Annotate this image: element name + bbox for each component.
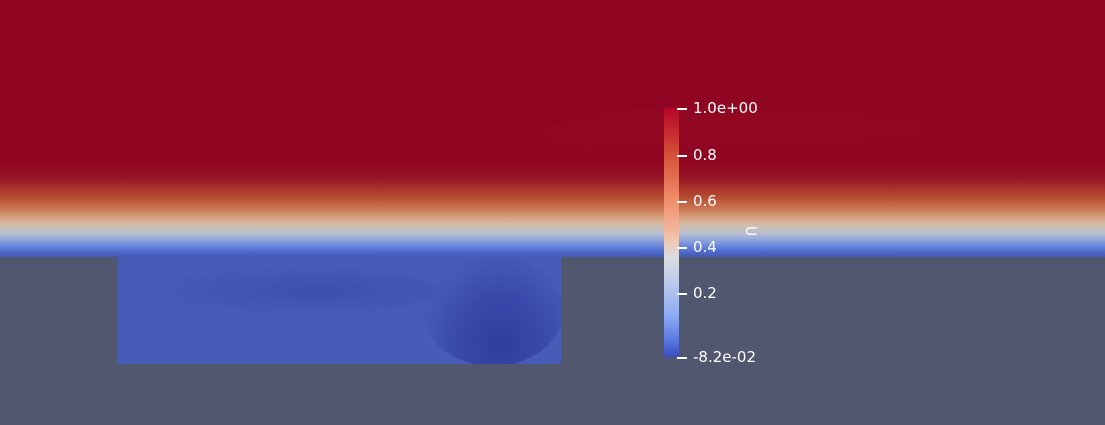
cavity-vortex <box>423 256 561 364</box>
tick-mark <box>677 201 687 203</box>
tick-mark <box>677 357 687 359</box>
wake-plume <box>540 100 1100 170</box>
tick-mark <box>677 108 687 110</box>
tick-label: 0.8 <box>693 146 717 164</box>
velocity-field-channel <box>0 0 1105 257</box>
color-legend-bar[interactable] <box>664 108 679 357</box>
velocity-field-cavity <box>118 256 561 364</box>
tick-label-max: 1.0e+00 <box>693 99 758 117</box>
tick-mark <box>677 247 687 249</box>
tick-mark <box>677 155 687 157</box>
tick-label-min: -8.2e-02 <box>693 348 756 366</box>
shear-layer <box>138 266 438 316</box>
tick-label: 0.2 <box>693 284 717 302</box>
tick-label: 0.4 <box>693 238 717 256</box>
tick-label: 0.6 <box>693 192 717 210</box>
tick-mark <box>677 293 687 295</box>
color-legend-title: U <box>742 226 758 237</box>
